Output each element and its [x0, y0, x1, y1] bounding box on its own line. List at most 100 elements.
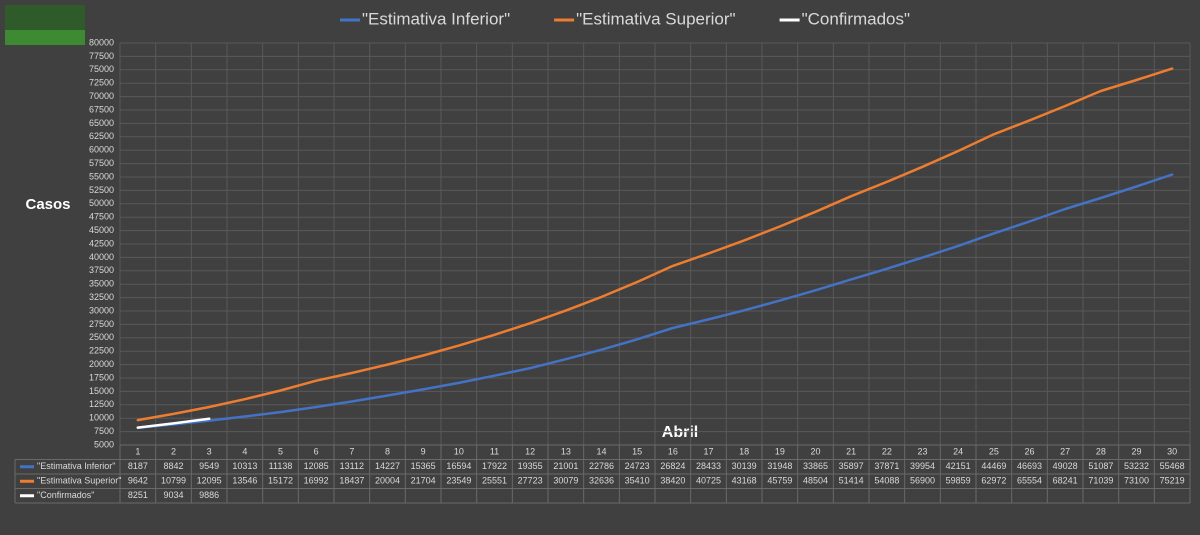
y-tick-label: 35000 — [89, 279, 114, 289]
table-cell: 20004 — [375, 476, 400, 486]
y-tick-label: 22500 — [89, 346, 114, 356]
table-row-label: "Confirmados" — [37, 490, 94, 500]
x-tick-label: 6 — [314, 447, 319, 457]
x-tick-label: 23 — [917, 447, 927, 457]
y-tick-label: 75000 — [89, 64, 114, 74]
table-cell: 22786 — [589, 461, 614, 471]
table-cell: 17922 — [482, 461, 507, 471]
table-cell: 51414 — [839, 476, 864, 486]
table-cell: 12095 — [197, 476, 222, 486]
y-tick-label: 25000 — [89, 332, 114, 342]
table-cell: 16594 — [446, 461, 471, 471]
x-tick-label: 25 — [989, 447, 999, 457]
table-cell: 30139 — [732, 461, 757, 471]
table-cell: 26824 — [660, 461, 685, 471]
x-tick-label: 14 — [596, 447, 606, 457]
table-cell: 46693 — [1017, 461, 1042, 471]
y-tick-label: 70000 — [89, 91, 114, 101]
table-cell: 21001 — [553, 461, 578, 471]
x-tick-label: 15 — [632, 447, 642, 457]
series-line — [136, 67, 1174, 422]
table-cell: 37871 — [874, 461, 899, 471]
table-cell: 12085 — [304, 461, 329, 471]
x-tick-label: 7 — [349, 447, 354, 457]
table-cell: 10799 — [161, 476, 186, 486]
table-cell: 44469 — [981, 461, 1006, 471]
x-tick-label: 12 — [525, 447, 535, 457]
table-cell: 9034 — [163, 490, 183, 500]
table-cell: 18437 — [339, 476, 364, 486]
table-cell: 25551 — [482, 476, 507, 486]
y-tick-label: 55000 — [89, 171, 114, 181]
x-tick-label: 29 — [1131, 447, 1141, 457]
table-cell: 73100 — [1124, 476, 1149, 486]
x-tick-label: 27 — [1060, 447, 1070, 457]
x-tick-label: 19 — [775, 447, 785, 457]
table-cell: 55468 — [1160, 461, 1185, 471]
table-cell: 8187 — [128, 461, 148, 471]
table-cell: 38420 — [660, 476, 685, 486]
table-cell: 11138 — [269, 461, 293, 471]
table-row-label: "Estimativa Superior" — [37, 476, 121, 486]
y-tick-label: 20000 — [89, 359, 114, 369]
table-cell: 15365 — [411, 461, 436, 471]
x-tick-label: 24 — [953, 447, 963, 457]
y-tick-label: 37500 — [89, 265, 114, 275]
y-tick-label: 57500 — [89, 158, 114, 168]
table-cell: 56900 — [910, 476, 935, 486]
table-cell: 27723 — [518, 476, 543, 486]
y-tick-label: 67500 — [89, 104, 114, 114]
legend-label: "Estimativa Superior" — [576, 9, 735, 28]
table-cell: 15172 — [268, 476, 293, 486]
table-cell: 42151 — [946, 461, 971, 471]
x-tick-label: 5 — [278, 447, 283, 457]
y-axis-label: Casos — [25, 196, 70, 213]
table-cell: 51087 — [1088, 461, 1113, 471]
table-cell: 10313 — [232, 461, 257, 471]
x-tick-label: 8 — [385, 447, 390, 457]
y-tick-label: 65000 — [89, 118, 114, 128]
table-cell: 9549 — [199, 461, 219, 471]
table-cell: 39954 — [910, 461, 935, 471]
x-tick-label: 10 — [454, 447, 464, 457]
y-tick-label: 27500 — [89, 319, 114, 329]
table-cell: 43168 — [732, 476, 757, 486]
table-cell: 62972 — [981, 476, 1006, 486]
table-cell: 35410 — [625, 476, 650, 486]
table-cell: 33865 — [803, 461, 828, 471]
y-tick-label: 17500 — [89, 372, 114, 382]
table-cell: 8842 — [163, 461, 183, 471]
table-cell: 40725 — [696, 476, 721, 486]
table-cell: 32636 — [589, 476, 614, 486]
table-cell: 53232 — [1124, 461, 1149, 471]
y-tick-label: 40000 — [89, 252, 114, 262]
y-tick-label: 47500 — [89, 212, 114, 222]
legend-label: "Estimativa Inferior" — [362, 9, 510, 28]
table-cell: 28433 — [696, 461, 721, 471]
table-cell: 48504 — [803, 476, 828, 486]
table-cell: 75219 — [1160, 476, 1185, 486]
table-cell: 14227 — [375, 461, 400, 471]
y-tick-label: 77500 — [89, 51, 114, 61]
x-tick-label: 17 — [703, 447, 713, 457]
y-tick-label: 72500 — [89, 78, 114, 88]
x-tick-label: 21 — [846, 447, 856, 457]
x-tick-label: 30 — [1167, 447, 1177, 457]
y-tick-label: 12500 — [89, 399, 114, 409]
table-cell: 49028 — [1053, 461, 1078, 471]
series-line — [136, 173, 1174, 430]
table-cell: 21704 — [411, 476, 436, 486]
table-cell: 31948 — [767, 461, 792, 471]
table-cell: 65554 — [1017, 476, 1042, 486]
y-tick-label: 45000 — [89, 225, 114, 235]
legend-label: "Confirmados" — [802, 9, 910, 28]
y-tick-label: 50000 — [89, 198, 114, 208]
x-tick-label: 22 — [882, 447, 892, 457]
table-cell: 23549 — [446, 476, 471, 486]
y-tick-label: 7500 — [94, 426, 114, 436]
logo-field — [5, 30, 85, 45]
x-tick-label: 26 — [1024, 447, 1034, 457]
x-tick-label: 1 — [135, 447, 140, 457]
table-cell: 24723 — [625, 461, 650, 471]
x-axis-label: Abril — [662, 424, 698, 441]
